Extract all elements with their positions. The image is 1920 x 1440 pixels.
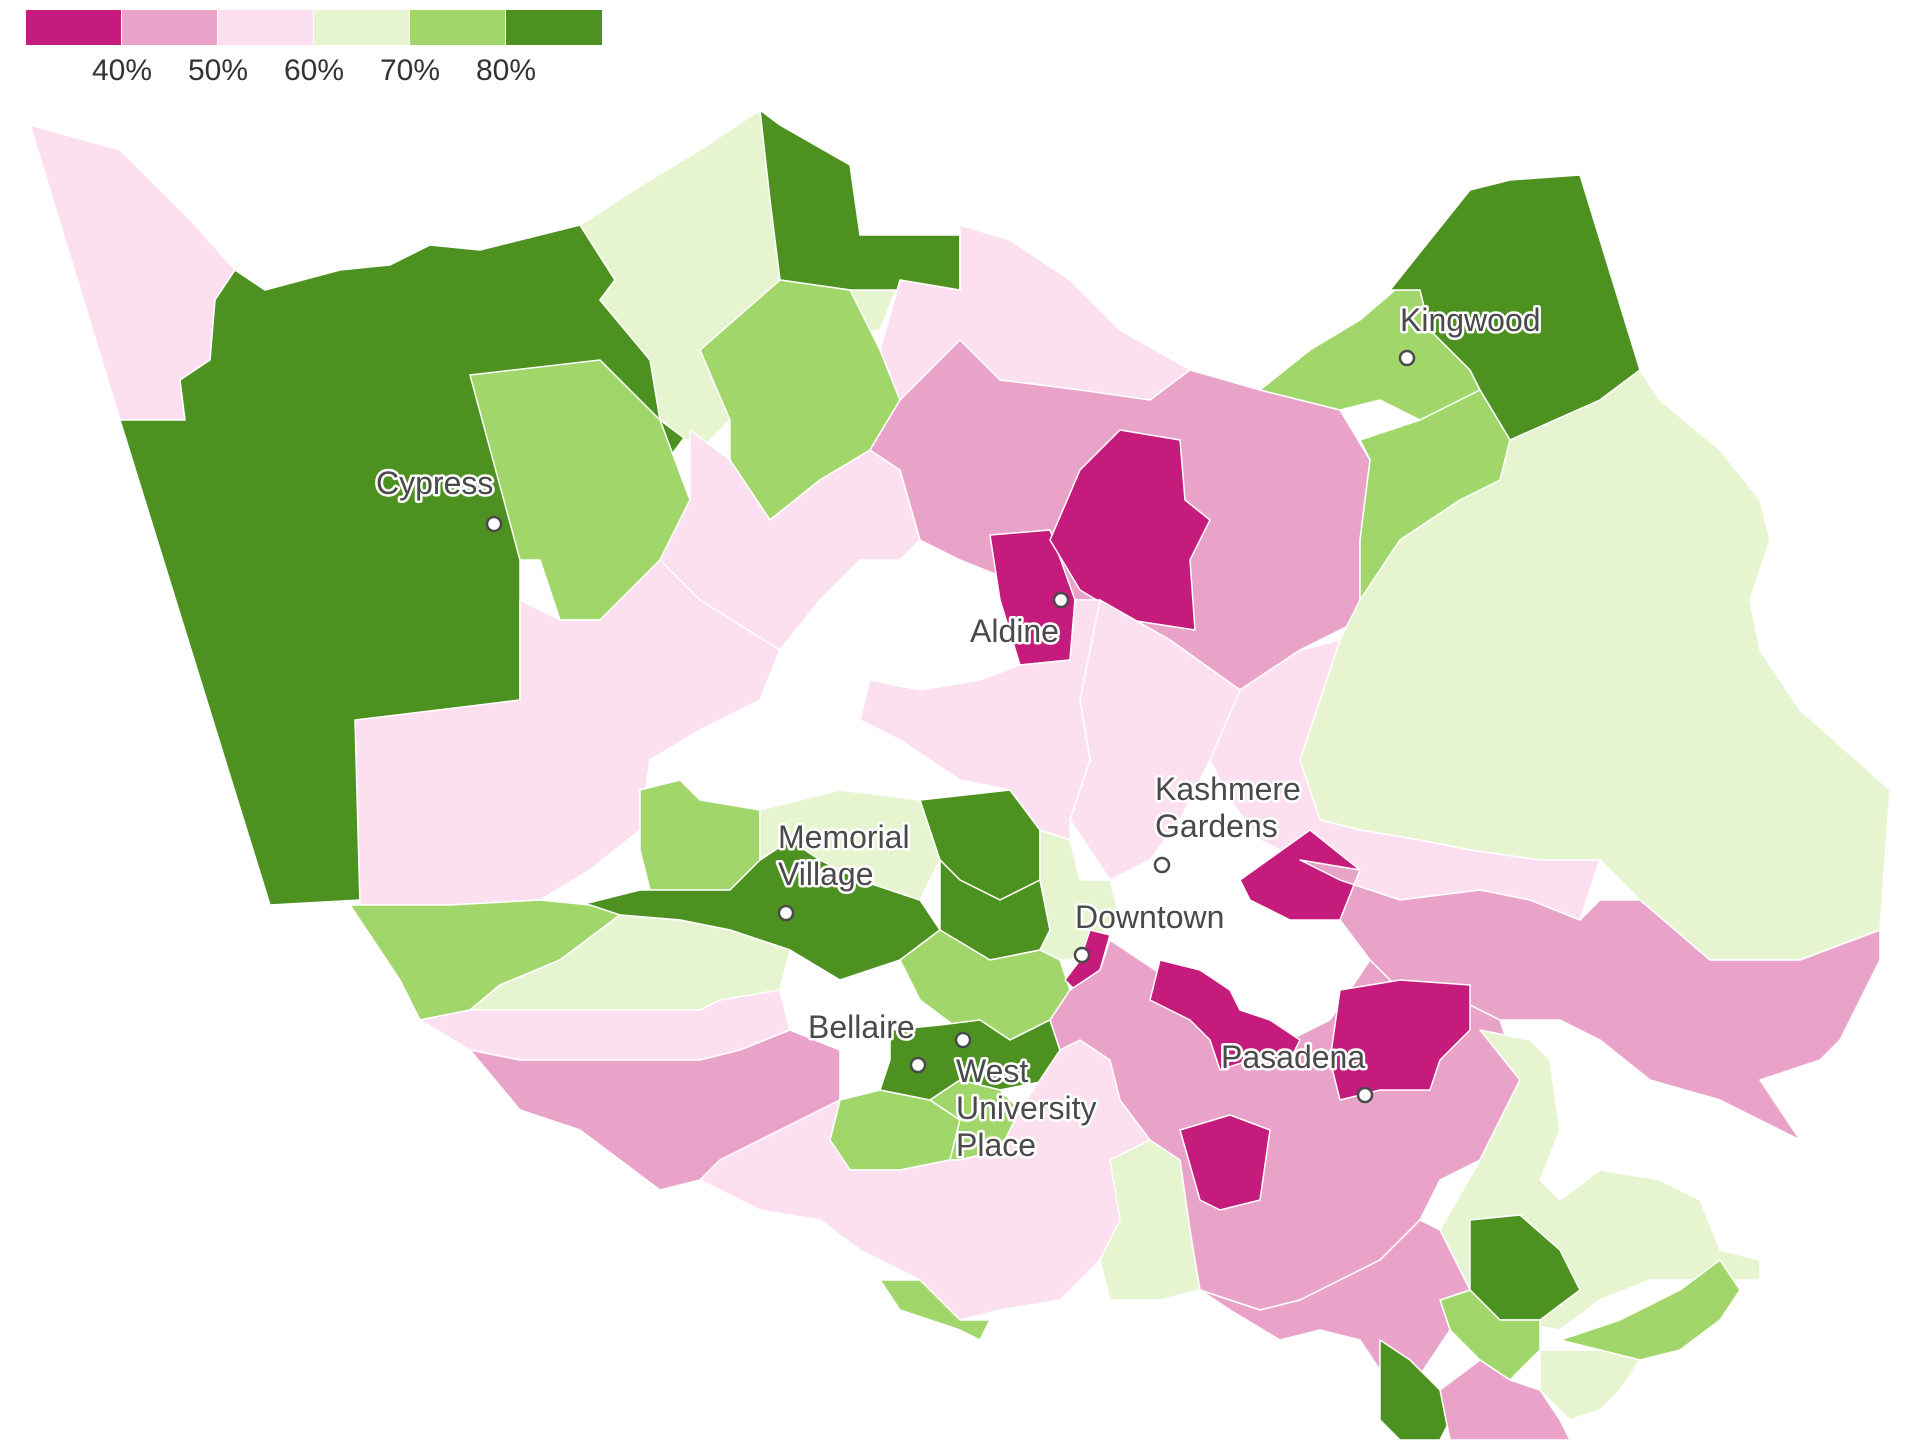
region-central-pink [659, 429, 921, 651]
bellaire-marker [909, 1056, 927, 1074]
place-label-downtown: Downtown [1075, 899, 1224, 935]
pasadena-marker [1356, 1086, 1374, 1104]
region-north-green [759, 109, 961, 291]
place-label-memorial-village: Memorial Village [778, 819, 918, 892]
place-label-kingwood: Kingwood [1400, 302, 1541, 338]
legend-swatch-3 [218, 10, 313, 45]
kingwood-marker [1398, 349, 1416, 367]
map-regions [29, 109, 1891, 1440]
region-memorial-lime [639, 779, 761, 891]
region-south-lime [879, 1279, 991, 1341]
place-label-aldine: Aldine [970, 613, 1059, 649]
aldine-marker [1052, 591, 1070, 609]
place-label-west-university-place: West University Place [956, 1053, 1105, 1163]
legend-label-1: 40% [92, 54, 152, 87]
place-label-bellaire: Bellaire [808, 1009, 915, 1045]
legend-label-2: 50% [188, 54, 248, 87]
region-inner-pale [1039, 829, 1121, 961]
legend-swatch-5 [410, 10, 505, 45]
legend-label-4: 70% [380, 54, 440, 87]
legend-swatch-1 [26, 10, 121, 45]
legend-swatch-6 [506, 10, 602, 45]
place-label-cypress: Cypress [376, 465, 493, 501]
region-aldine-east [1049, 429, 1211, 631]
legend-swatch-2 [122, 10, 217, 45]
cypress-marker [485, 515, 503, 533]
region-inner-pink [859, 599, 1101, 841]
place-label-pasadena: Pasadena [1221, 1039, 1365, 1075]
color-legend: 40% 50% 60% 70% 80% [26, 10, 602, 87]
downtown-marker [1073, 946, 1091, 964]
region-bottom-pale [1539, 1349, 1641, 1421]
kashmere-gardens-marker [1153, 856, 1171, 874]
place-label-kashmere-gardens: Kashmere Gardens [1155, 771, 1310, 844]
region-memorial-pale [759, 789, 941, 901]
place-labels: Cypress Kingwood Aldine Kashmere Gardens… [374, 300, 1544, 1166]
legend-label-5: 80% [476, 54, 536, 87]
legend-swatch-4 [314, 10, 409, 45]
legend-label-3: 60% [284, 54, 344, 87]
region-pasadena-west [1149, 959, 1301, 1071]
region-south-magenta [1179, 1114, 1271, 1211]
region-south-pink [1199, 1219, 1471, 1391]
west-university-place-marker [954, 1031, 972, 1049]
region-bottom-pink [1439, 1359, 1571, 1440]
memorial-village-marker [777, 904, 795, 922]
region-pasadena [1329, 979, 1471, 1101]
